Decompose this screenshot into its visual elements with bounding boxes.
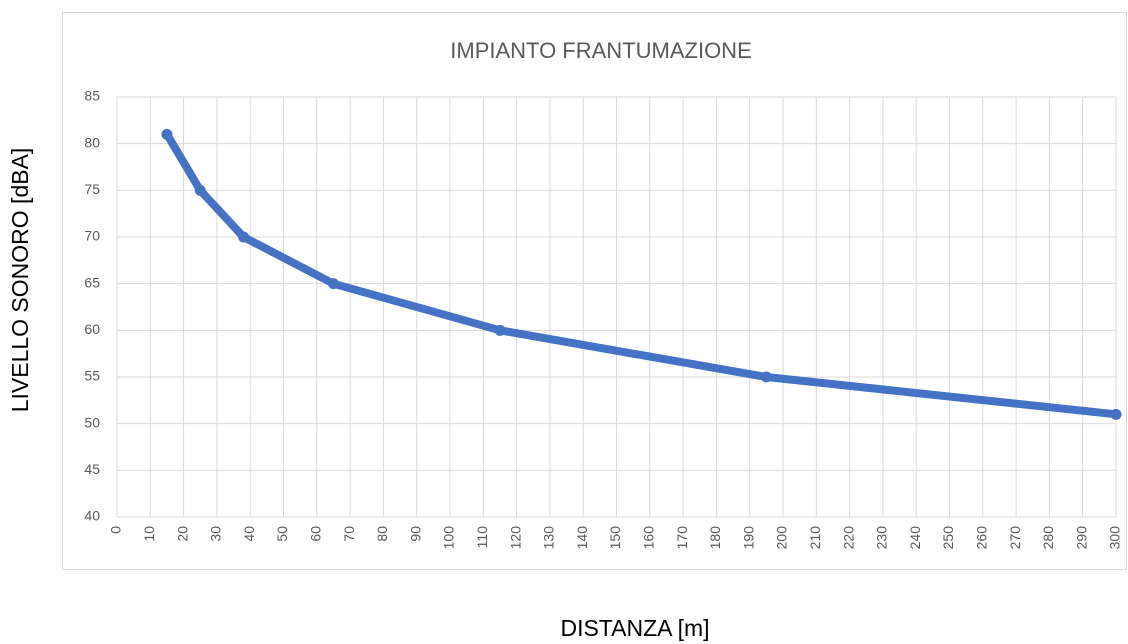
y-tick-label: 45	[84, 461, 100, 477]
point	[327, 278, 339, 290]
x-tick-label: 80	[374, 526, 390, 542]
point	[1110, 408, 1122, 420]
x-tick-label: 70	[341, 526, 357, 542]
point	[194, 184, 206, 196]
x-tick-label: 200	[774, 526, 790, 550]
y-tick-label: 70	[84, 228, 100, 244]
y-tick-label: 40	[84, 508, 100, 524]
y-tick-label: 50	[84, 414, 100, 430]
x-tick-label: 230	[874, 526, 890, 550]
x-axis-label: DISTANZA [m]	[560, 615, 709, 641]
x-tick-label: 190	[740, 526, 756, 550]
point	[238, 231, 250, 243]
x-tick-label: 210	[807, 526, 823, 550]
point	[494, 324, 506, 336]
y-tick-label: 65	[84, 274, 100, 290]
x-tick-label: 60	[308, 526, 324, 542]
x-tick-label: 250	[940, 526, 956, 550]
y-axis-label: LIVELLO SONORO [dBA]	[7, 148, 33, 413]
chart-frame	[62, 12, 1127, 570]
chart-title: IMPIANTO FRANTUMAZIONE	[450, 38, 752, 63]
x-tick-label: 90	[407, 526, 423, 542]
x-tick-label: 160	[641, 526, 657, 550]
x-tick-label: 220	[840, 526, 856, 550]
x-tick-label: 50	[274, 526, 290, 542]
x-tick-label: 30	[208, 526, 224, 542]
point	[760, 371, 772, 383]
y-tick-label: 75	[84, 181, 100, 197]
x-tick-label: 270	[1007, 526, 1023, 550]
x-tick-label: 290	[1073, 526, 1089, 550]
x-tick-label: 110	[474, 526, 490, 549]
x-tick-label: 240	[907, 526, 923, 550]
y-tick-label: 85	[84, 88, 100, 104]
x-tick-label: 100	[441, 526, 457, 550]
x-tick-label: 10	[141, 526, 157, 542]
x-tick-label: 170	[674, 526, 690, 550]
x-tick-label: 300	[1107, 526, 1123, 550]
y-tick-label: 60	[84, 321, 100, 337]
x-tick-label: 150	[607, 526, 623, 550]
x-tick-label: 20	[174, 526, 190, 542]
x-tick-label: 120	[507, 526, 523, 550]
point	[161, 128, 173, 140]
y-tick-label: 55	[84, 368, 100, 384]
x-tick-label: 180	[707, 526, 723, 550]
x-tick-label: 130	[541, 526, 557, 550]
x-tick-label: 280	[1040, 526, 1056, 550]
x-tick-label: 40	[241, 526, 257, 542]
x-tick-label: 260	[974, 526, 990, 550]
y-tick-label: 80	[84, 134, 100, 150]
x-tick-label: 140	[574, 526, 590, 550]
x-tick-label: 0	[108, 526, 124, 534]
